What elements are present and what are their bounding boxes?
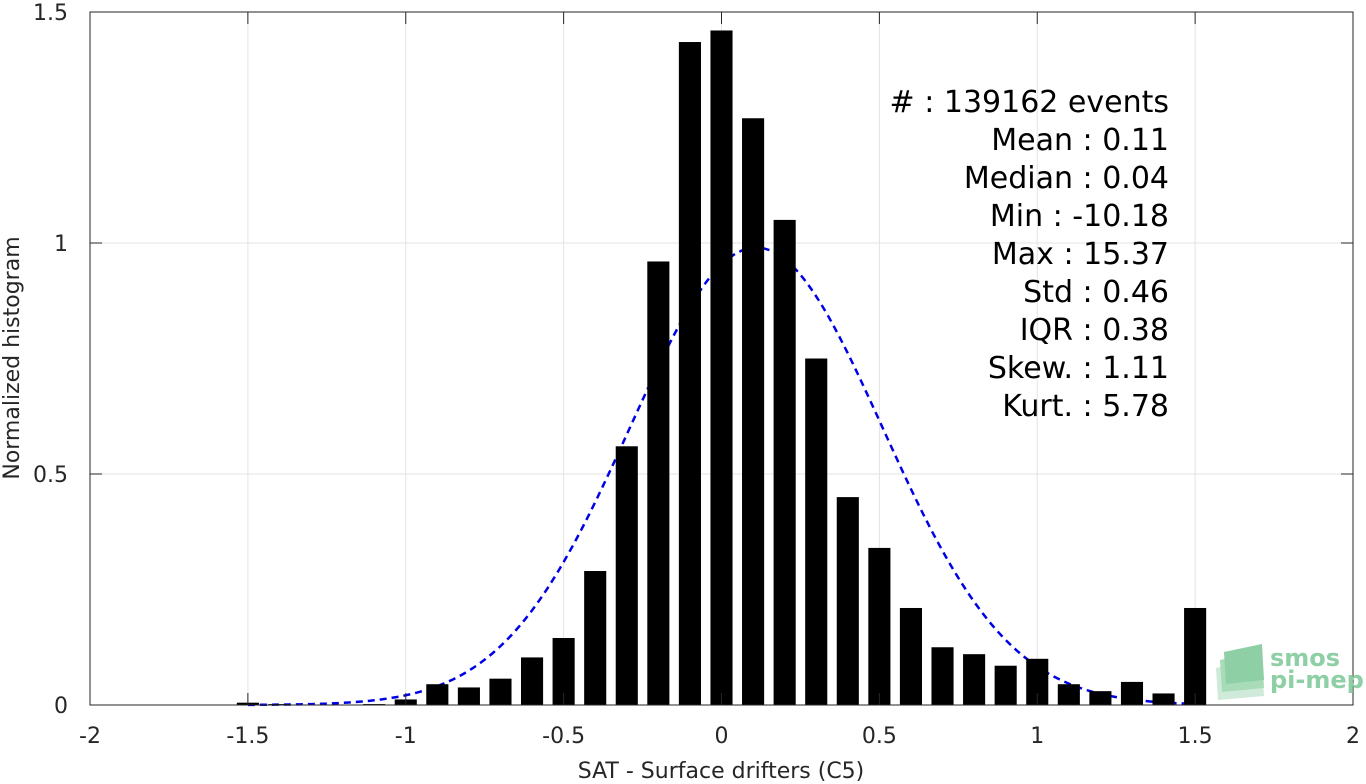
histogram-bar (647, 261, 670, 705)
bars-layer (236, 30, 1207, 706)
x-tick-label: 1 (1030, 724, 1044, 749)
y-tick-label: 1.5 (33, 1, 68, 26)
histogram-bar (931, 647, 954, 705)
histogram-bar (899, 607, 923, 705)
y-tick-label: 1 (54, 232, 68, 257)
histogram-bar (1120, 681, 1144, 705)
histogram-bar (552, 638, 575, 705)
histogram-bar (1057, 684, 1080, 705)
stats-line: Kurt. : 5.78 (1002, 389, 1169, 424)
x-tick-label: 1.5 (1178, 724, 1213, 749)
histogram-bar (426, 684, 449, 705)
histogram-bar (836, 497, 859, 705)
stats-line: Std : 0.46 (1023, 275, 1169, 310)
logo-line-2: pi-mep (1270, 666, 1364, 694)
stats-line: # : 139162 events (890, 85, 1169, 120)
histogram-bar (773, 219, 796, 705)
histogram-bar (584, 571, 607, 705)
histogram-bar (678, 42, 701, 705)
layers-icon (1216, 644, 1264, 700)
histogram-bar (1152, 693, 1175, 705)
histogram-bar (489, 678, 512, 705)
histogram-bar (1184, 607, 1207, 705)
x-tick-label: -2 (79, 724, 101, 749)
stats-line: Max : 15.37 (992, 237, 1169, 272)
histogram-bar (710, 30, 733, 706)
y-tick-label: 0 (54, 694, 68, 719)
x-tick-label: 0 (715, 724, 729, 749)
y-tick-label: 0.5 (33, 463, 68, 488)
x-axis-title: SAT - Surface drifters (C5) (578, 759, 865, 784)
stats-line: Min : -10.18 (990, 199, 1169, 234)
stats-line: Mean : 0.11 (991, 123, 1169, 158)
histogram-bar (520, 657, 544, 705)
stats-line: Median : 0.04 (964, 161, 1169, 196)
x-tick-label: -0.5 (542, 724, 585, 749)
x-tick-label: -1 (395, 724, 417, 749)
axes-frame (89, 11, 1354, 706)
histogram-bar (963, 654, 986, 705)
stats-line: Skew. : 1.11 (988, 351, 1169, 386)
histogram-bar (994, 665, 1017, 705)
x-tick-labels: -2 -1.5 -1 -0.5 0 0.5 1 1.5 2 (79, 724, 1360, 749)
histogram-bar (1089, 691, 1112, 705)
histogram-bar (457, 687, 480, 705)
y-axis-title: Normalized histogram (0, 236, 25, 479)
y-tick-labels: 0 0.5 1 1.5 (33, 1, 68, 719)
stats-line: IQR : 0.38 (1020, 313, 1169, 348)
histogram-bar (742, 118, 765, 705)
x-tick-label: -1.5 (226, 724, 269, 749)
histogram-bar (615, 446, 638, 705)
histogram-bar (805, 358, 828, 705)
logo-line-1: smos (1270, 644, 1340, 672)
histogram-bar (1026, 658, 1049, 705)
histogram-bar (868, 547, 891, 705)
smos-pi-mep-logo: smos pi-mep (1216, 644, 1364, 700)
x-tick-label: 2 (1346, 724, 1360, 749)
x-tick-label: 0.5 (862, 724, 897, 749)
